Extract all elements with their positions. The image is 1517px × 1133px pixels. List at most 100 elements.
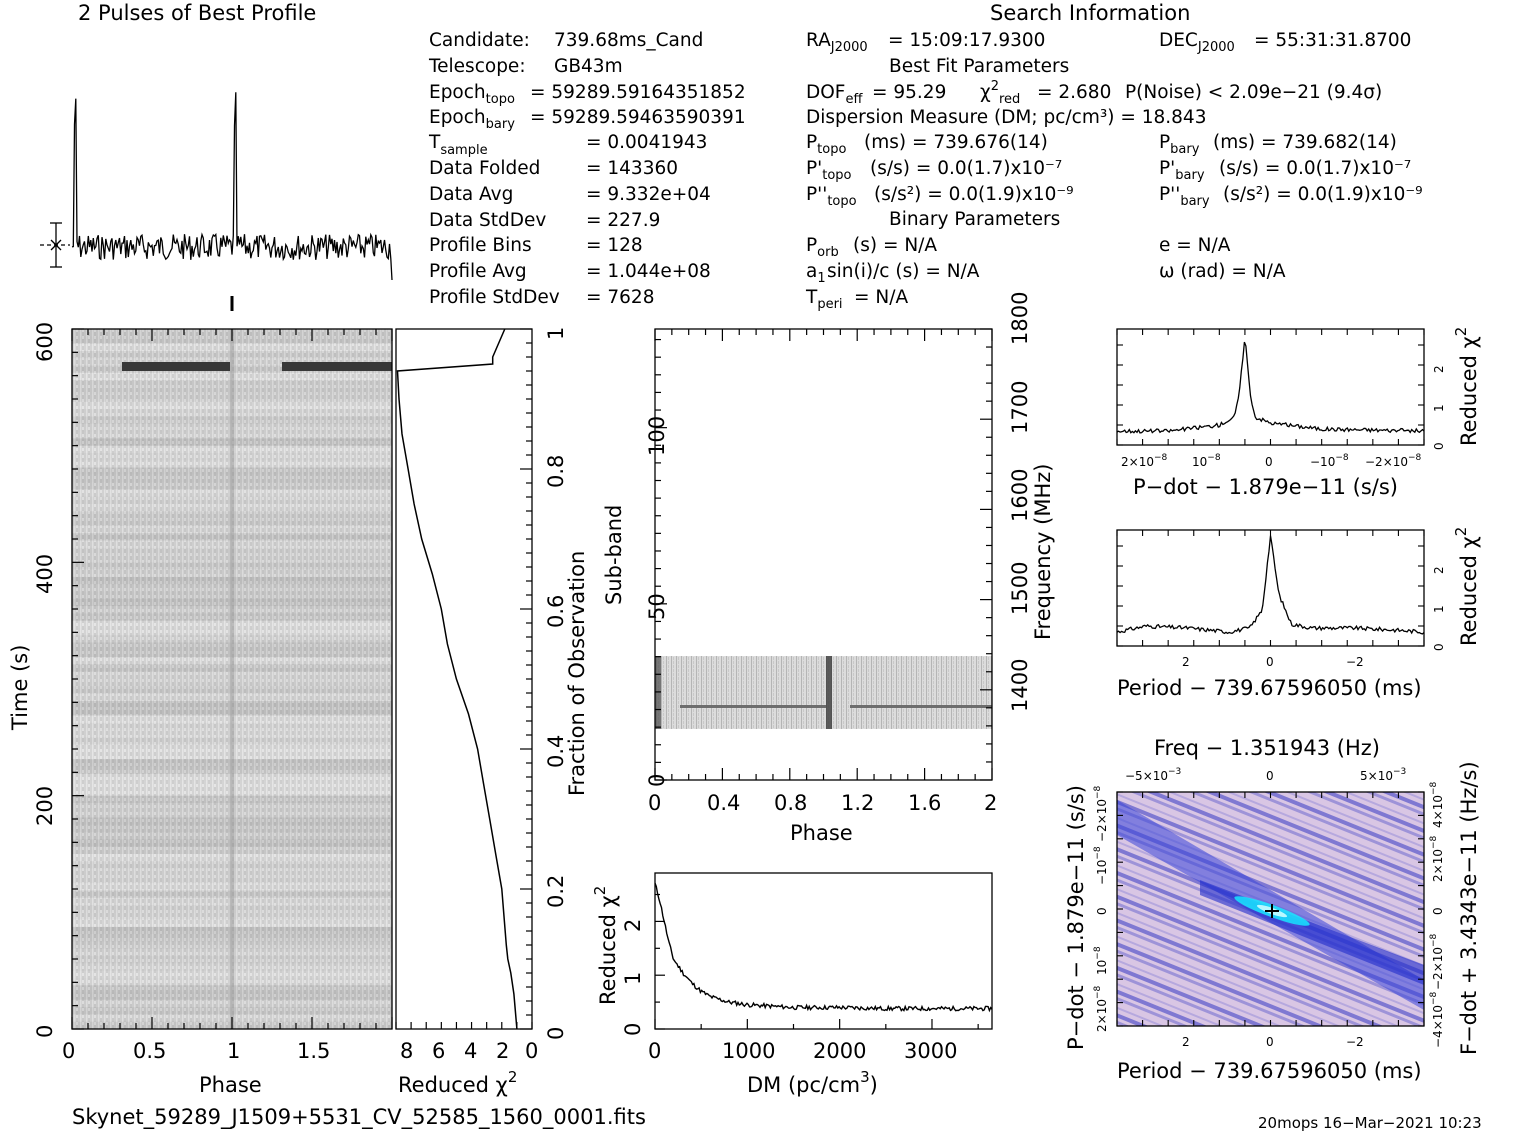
info-value: = 128	[586, 235, 643, 256]
dec-label: DECJ2000	[1159, 30, 1235, 55]
x-axis-label: P−dot − 1.879e−11 (s/s)	[1133, 475, 1398, 499]
tick-label: 0	[1266, 1035, 1274, 1049]
tp-ticks	[71, 328, 393, 1030]
tick-label: 0.8	[544, 455, 568, 488]
pdot-ticks	[1116, 329, 1425, 446]
tick-label: 1000	[722, 1039, 775, 1063]
x-axis-label: Phase	[790, 821, 853, 845]
info-value: = 9.332e+04	[586, 184, 711, 205]
tick-label: 0.8	[774, 791, 807, 815]
footer-filename: Skynet_59289_J1509+5531_CV_52585_1560_00…	[72, 1105, 646, 1130]
info-value: = 59289.59463590391	[530, 107, 746, 128]
tick-label: 0	[62, 1039, 75, 1063]
ppdot-panel: Freq − 1.351943 (Hz) −5×10−3 0 5×10−3 2 …	[1064, 736, 1481, 1083]
tick-label: 200	[33, 786, 57, 826]
y-axis-label: Time (s)	[8, 645, 32, 731]
omega-value: ω (rad) = N/A	[1159, 261, 1286, 282]
tick-label: 1	[544, 327, 568, 340]
porb-value: (s) = N/A	[853, 235, 937, 256]
info-value: = 59289.59164351852	[530, 82, 746, 103]
tick-label: 2×10−8	[1093, 985, 1109, 1032]
tick-label: 10−8	[1093, 946, 1109, 975]
tick-label: 2	[621, 919, 645, 932]
tick-label: 0	[1431, 907, 1445, 915]
info-label: Epochtopo	[429, 82, 515, 107]
tick-label: 5×10−3	[1360, 767, 1406, 783]
pddbary-label: P''bary	[1159, 184, 1210, 209]
pddbary-value: (s/s²) = 0.0(1.9)x10⁻⁹	[1223, 184, 1423, 205]
x-axis-label: Phase	[199, 1073, 262, 1097]
tick-label: 2000	[813, 1039, 866, 1063]
tick-label: 1600	[1008, 469, 1032, 522]
tperi-value: = N/A	[854, 287, 908, 308]
tick-label: 0	[1432, 643, 1446, 651]
info-value: = 1.044e+08	[586, 261, 711, 282]
pbary-label: Pbary	[1159, 132, 1200, 157]
info-label: Data Avg	[429, 184, 513, 205]
bright-channel	[850, 705, 992, 708]
tick-label: 2	[1432, 566, 1446, 574]
tick-label: 100	[645, 416, 669, 456]
info-label: Profile Avg	[429, 261, 527, 282]
tick-label: 1400	[1008, 659, 1032, 712]
info-label: Tsample	[428, 132, 488, 158]
tick-label: −2×10−8	[1429, 933, 1445, 990]
ra-label: RAJ2000	[806, 30, 868, 55]
tick-label: 1	[227, 1039, 240, 1063]
best-fit-header: Best Fit Parameters	[889, 56, 1069, 77]
tick-label: 0.5	[133, 1039, 166, 1063]
chi2-value: = 2.680	[1037, 82, 1111, 103]
tick-label: 8	[400, 1039, 413, 1063]
tick-label: −2×10−8	[1093, 785, 1109, 842]
y-axis-label: Sub-band	[602, 505, 626, 605]
tick-label: 0	[33, 1025, 57, 1038]
pdtopo-value: (s/s) = 0.0(1.7)x10⁻⁷	[870, 158, 1062, 179]
porb-label: Porb	[806, 235, 839, 260]
y-axis-label: Reduced χ2	[591, 886, 620, 1005]
pnoise-value: P(Noise) < 2.09e−21 (9.4σ)	[1125, 82, 1382, 103]
info-label: Profile Bins	[429, 235, 532, 256]
dm-ticks	[654, 893, 979, 1030]
profile-line	[71, 92, 393, 281]
bright-row	[122, 362, 230, 371]
tick-label: 1800	[1008, 292, 1032, 345]
search-title: Search Information	[990, 1, 1190, 25]
tick-label: 1.5	[297, 1039, 330, 1063]
x-axis-label: Period − 739.67596050 (ms)	[1117, 676, 1422, 700]
frame	[395, 328, 533, 1030]
tick-label: −5×10−3	[1125, 767, 1181, 783]
info-value: GB43m	[554, 56, 623, 77]
x-axis-label: DM (pc/cm3)	[747, 1068, 878, 1097]
binary-header: Binary Parameters	[889, 209, 1060, 230]
tick-label: 2	[1432, 365, 1446, 373]
ptopo-value: (ms) = 739.676(14)	[864, 132, 1048, 153]
tick-label: 0	[621, 1023, 645, 1036]
tick-label: 600	[33, 322, 57, 362]
dof-value: = 95.29	[872, 82, 946, 103]
info-value: = 0.0041943	[586, 132, 707, 153]
tick-label: 2	[1182, 655, 1190, 669]
a1-value: sin(i)/c (s) = N/A	[827, 261, 980, 282]
y2-axis-label: F−dot + 3.4343e−11 (Hz/s)	[1457, 761, 1481, 1055]
tick-label: 50	[645, 593, 669, 620]
profile-panel	[40, 92, 393, 281]
pulse-column	[230, 329, 234, 1029]
best-fit-marker	[1265, 904, 1279, 918]
tick-label: 4	[464, 1039, 477, 1063]
frame	[1116, 529, 1425, 647]
bright-channel	[680, 705, 826, 708]
info-label: Data Folded	[429, 158, 540, 179]
footer-stamp: 20mops 16−Mar−2021 10:23	[1258, 1114, 1482, 1132]
dm-value: Dispersion Measure (DM; pc/cm³) = 18.843	[806, 107, 1206, 128]
tick-label: 0.6	[544, 595, 568, 628]
tick-label: 0	[1265, 455, 1273, 469]
ecc-value: e = N/A	[1159, 235, 1231, 256]
dm-panel: 0 1000 2000 3000 DM (pc/cm3) 0 1 2 Reduc…	[591, 872, 993, 1097]
info-label: Candidate:	[429, 30, 530, 51]
pbary-value: (ms) = 739.682(14)	[1213, 132, 1397, 153]
period-curve	[1116, 535, 1425, 635]
tick-label: 0	[1266, 655, 1274, 669]
info-mid-block: RAJ2000 = 15:09:17.9300 DOFeff = 95.29 χ…	[805, 30, 1382, 312]
y2-axis-label: Frequency (MHz)	[1031, 464, 1055, 640]
x-axis-label: Period − 739.67596050 (ms)	[1117, 1059, 1422, 1083]
